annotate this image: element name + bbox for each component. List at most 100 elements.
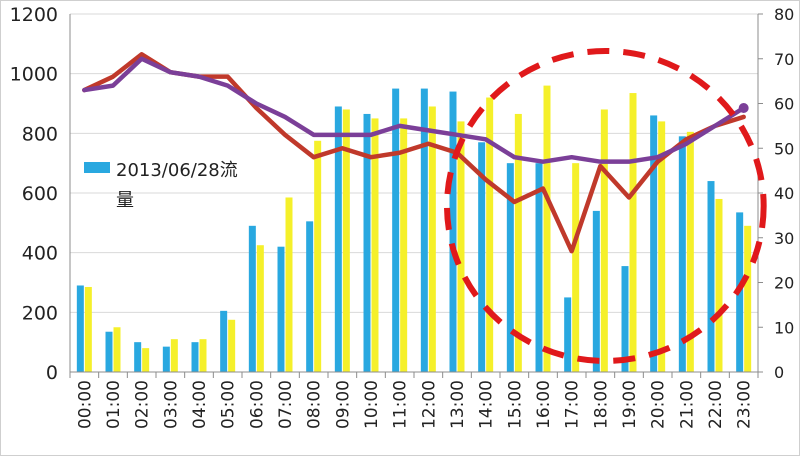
bar — [392, 88, 400, 372]
y2-tick-label: 20 — [774, 274, 794, 293]
y2-tick-label: 40 — [774, 184, 794, 203]
y2-tick-label: 10 — [774, 318, 794, 337]
bar — [162, 346, 170, 372]
bar — [543, 85, 551, 372]
x-tick-label: 21:00 — [677, 380, 697, 429]
bar — [658, 121, 666, 373]
bars — [76, 85, 752, 373]
y-tick-label: 1200 — [10, 4, 58, 26]
axes — [69, 13, 763, 378]
x-tick-label: 14:00 — [477, 380, 497, 429]
x-tick-label: 23:00 — [735, 380, 755, 429]
bar — [535, 163, 543, 372]
bar — [449, 91, 457, 373]
bar — [314, 140, 322, 372]
bar — [220, 310, 228, 372]
bar — [363, 113, 371, 373]
bar — [134, 342, 142, 372]
x-tick-label: 15:00 — [505, 380, 525, 429]
bar — [285, 197, 293, 372]
bar — [371, 118, 379, 373]
bar — [564, 297, 572, 372]
x-tick-label: 08:00 — [305, 380, 325, 429]
bar — [621, 266, 629, 372]
y-tick-label: 400 — [22, 243, 58, 265]
bar — [256, 245, 264, 372]
bar — [228, 319, 236, 372]
bar — [199, 339, 207, 372]
bar — [277, 246, 285, 372]
y2-tick-label: 0 — [774, 363, 784, 382]
x-tick-label: 16:00 — [534, 380, 554, 429]
bar — [600, 109, 608, 372]
x-tick-label: 04:00 — [190, 380, 210, 429]
series-line — [82, 56, 746, 164]
bar — [572, 163, 580, 372]
x-tick-label: 00:00 — [75, 380, 95, 429]
bar — [84, 286, 92, 372]
tick-labels: 0 200 400 600 800 1000 1200 0 10 20 30 40 50 60 70 80 00… — [10, 4, 795, 429]
bar — [334, 106, 342, 372]
x-tick-label: 17:00 — [563, 380, 583, 429]
bar — [629, 93, 637, 372]
bar — [707, 181, 715, 372]
x-tick-label: 06:00 — [247, 380, 267, 429]
bar — [105, 331, 113, 372]
line-end-marker — [738, 102, 749, 113]
bar — [342, 109, 350, 372]
y2-tick-label: 80 — [774, 5, 794, 24]
y-tick-label: 0 — [46, 362, 58, 384]
bar — [650, 115, 658, 372]
bar — [248, 225, 256, 372]
bar — [486, 97, 494, 373]
x-tick-label: 07:00 — [276, 380, 296, 429]
x-tick-label: 05:00 — [219, 380, 239, 429]
x-tick-label: 22:00 — [706, 380, 726, 429]
bar — [400, 118, 408, 373]
bar — [191, 342, 199, 372]
y2-tick-label: 30 — [774, 229, 794, 248]
x-tick-label: 18:00 — [591, 380, 611, 429]
bar — [678, 136, 686, 372]
x-tick-label: 10:00 — [362, 380, 382, 429]
bar — [170, 339, 178, 372]
bar — [506, 163, 514, 372]
bar — [113, 327, 121, 372]
legend: 2013/06/28流 量 — [84, 160, 238, 211]
y2-tick-label: 60 — [774, 95, 794, 114]
y2-tick-label: 70 — [774, 50, 794, 69]
bar — [457, 121, 465, 373]
bar — [744, 225, 752, 372]
y-tick-label: 1000 — [10, 64, 58, 86]
bar — [478, 142, 486, 372]
bar — [514, 113, 522, 373]
x-tick-label: 19:00 — [620, 380, 640, 429]
y-tick-label: 200 — [22, 302, 58, 324]
bar — [686, 131, 694, 372]
annotations — [444, 48, 767, 364]
bar — [592, 210, 600, 372]
legend-label-line2: 量 — [116, 190, 134, 211]
bar — [428, 106, 436, 372]
x-tick-label: 03:00 — [161, 380, 181, 429]
bar — [420, 88, 428, 372]
legend-swatch — [84, 162, 110, 173]
bar — [76, 285, 84, 372]
x-tick-label: 09:00 — [333, 380, 353, 429]
legend-label-line1: 2013/06/28流 — [116, 160, 238, 181]
x-tick-label: 13:00 — [448, 380, 468, 429]
bar — [715, 198, 723, 372]
y-tick-label: 600 — [22, 183, 58, 205]
bar — [142, 348, 150, 372]
x-tick-label: 20:00 — [649, 380, 669, 429]
series-lines — [82, 52, 749, 254]
x-tick-label: 01:00 — [104, 380, 124, 429]
bar — [306, 221, 314, 372]
highlight-ellipse — [444, 48, 767, 364]
x-tick-label: 02:00 — [133, 380, 153, 429]
y2-tick-label: 50 — [774, 139, 794, 158]
x-tick-label: 12:00 — [419, 380, 439, 429]
y-tick-label: 800 — [22, 123, 58, 145]
